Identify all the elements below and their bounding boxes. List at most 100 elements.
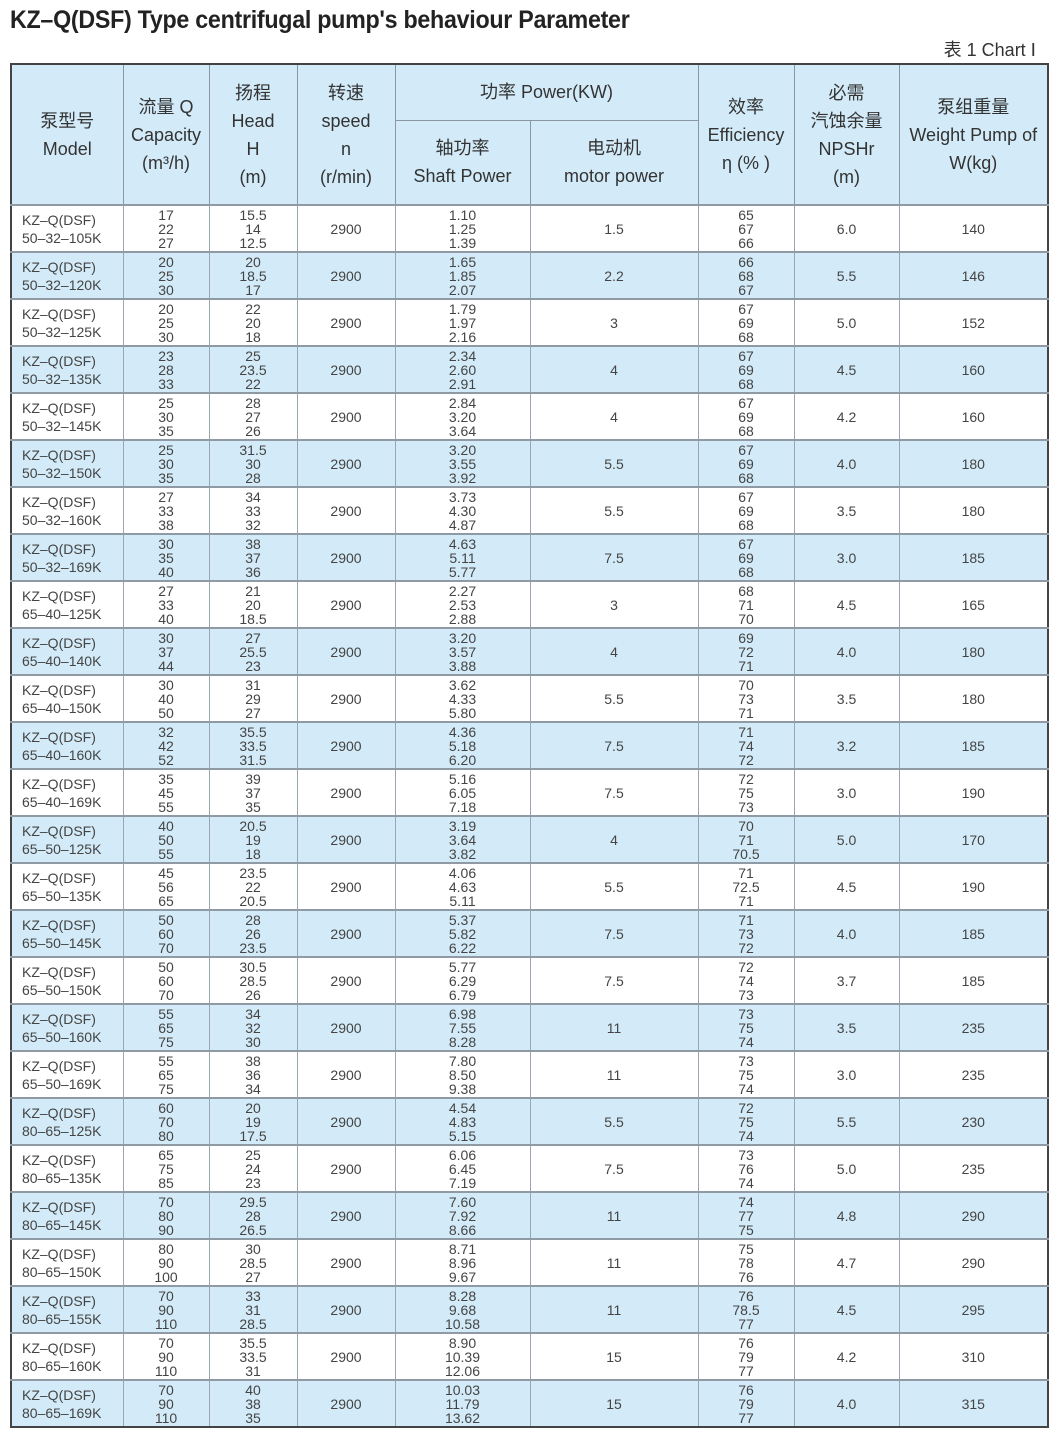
cell-shaft: 7.80 8.50 9.38	[394, 1050, 531, 1098]
cell-capacity: 17 22 27	[122, 204, 210, 252]
shaft-value: 2.27	[448, 582, 477, 599]
cell-model: KZ–Q(DSF) 50–32–160K	[10, 486, 124, 534]
head-value: 18	[245, 328, 261, 345]
header-capacity: 流量 Q Capacity (m³/h)	[122, 63, 210, 206]
model-value: 50–32–169K	[22, 558, 102, 575]
cell-head: 38 37 36	[208, 533, 298, 581]
shaft-value: 4.87	[448, 516, 477, 533]
capacity-value: 100	[154, 1268, 178, 1285]
shaft-value: 12.06	[444, 1362, 481, 1379]
shaft-value: 10.58	[444, 1315, 481, 1332]
model-value: 50–32–160K	[22, 511, 102, 528]
model-value: 65–40–140K	[22, 652, 102, 669]
head-value: 28	[245, 1207, 261, 1224]
cell-speed: 2900	[296, 1191, 396, 1239]
cell-capacity: 70 80 90	[122, 1191, 210, 1239]
cell-motor: 2.2	[529, 251, 699, 299]
head-value: 34	[245, 488, 261, 505]
head-value: 20	[245, 253, 261, 270]
head-value: 15.5	[239, 206, 267, 223]
cell-npshr: 4.5	[793, 345, 900, 393]
efficiency-value: 72	[738, 643, 754, 660]
cell-capacity: 60 70 80	[122, 1097, 210, 1145]
capacity-value: 30	[158, 676, 174, 693]
efficiency-value: 74	[738, 1193, 754, 1210]
capacity-value: 85	[158, 1174, 174, 1191]
header-motor-power: 电动机 motor power	[529, 119, 699, 206]
efficiency-value: 68	[738, 563, 754, 580]
efficiency-value: 76	[738, 1334, 754, 1351]
model-value: 80–65–160K	[22, 1357, 102, 1374]
head-value: 30.5	[239, 958, 267, 975]
cell-motor: 15	[529, 1332, 699, 1380]
capacity-value: 40	[158, 610, 174, 627]
cell-shaft: 3.19 3.64 3.82	[394, 815, 531, 863]
efficiency-value: 76	[738, 1381, 754, 1398]
capacity-value: 40	[158, 690, 174, 707]
efficiency-value: 68	[738, 422, 754, 439]
cell-shaft: 2.27 2.53 2.88	[394, 580, 531, 628]
model-value: KZ–Q(DSF)	[22, 1010, 96, 1027]
capacity-value: 75	[158, 1080, 174, 1097]
capacity-value: 33	[158, 375, 174, 392]
cell-speed: 2900	[296, 486, 396, 534]
capacity-value: 70	[158, 1113, 174, 1130]
table-row: KZ–Q(DSF) 65–40–140K 30 37 44 27 25.5 23 2900 3.2…	[10, 627, 1049, 675]
cell-motor: 7.5	[529, 956, 699, 1004]
cell-speed: 2900	[296, 768, 396, 816]
capacity-value: 30	[158, 455, 174, 472]
cell-efficiency: 67 69 68	[697, 298, 795, 346]
head-value: 28	[245, 911, 261, 928]
cell-shaft: 5.16 6.05 7.18	[394, 768, 531, 816]
shaft-value: 5.11	[449, 892, 476, 909]
cell-motor: 7.5	[529, 768, 699, 816]
capacity-value: 40	[158, 817, 174, 834]
cell-head: 20.5 19 18	[208, 815, 298, 863]
head-value: 22	[245, 300, 261, 317]
head-value: 19	[245, 1113, 261, 1130]
shaft-value: 5.80	[448, 704, 477, 721]
cell-speed: 2900	[296, 627, 396, 675]
cell-npshr: 4.0	[793, 909, 900, 957]
efficiency-value: 72	[738, 939, 754, 956]
efficiency-value: 72	[738, 751, 754, 768]
cell-speed: 2900	[296, 721, 396, 769]
head-value: 35	[245, 1409, 261, 1426]
model-value: 80–65–150K	[22, 1263, 102, 1280]
model-value: KZ–Q(DSF)	[22, 1104, 96, 1121]
shaft-value: 9.38	[448, 1080, 477, 1097]
model-value: KZ–Q(DSF)	[22, 258, 96, 275]
cell-efficiency: 72 75 74	[697, 1097, 795, 1145]
shaft-value: 4.30	[448, 502, 477, 519]
cell-efficiency: 69 72 71	[697, 627, 795, 675]
head-value: 20.5	[239, 892, 267, 909]
cell-model: KZ–Q(DSF) 65–40–150K	[10, 674, 124, 722]
cell-shaft: 5.77 6.29 6.79	[394, 956, 531, 1004]
capacity-value: 70	[158, 986, 174, 1003]
head-value: 36	[245, 563, 261, 580]
shaft-value: 2.53	[448, 596, 477, 613]
capacity-value: 20	[158, 253, 174, 270]
head-value: 22	[245, 375, 261, 392]
capacity-value: 55	[158, 845, 174, 862]
capacity-value: 20	[158, 300, 174, 317]
cell-weight: 290	[898, 1238, 1049, 1286]
head-value: 28	[245, 469, 261, 486]
shaft-value: 3.57	[448, 643, 477, 660]
head-value: 14	[245, 220, 261, 237]
model-value: 65–40–125K	[22, 605, 102, 622]
cell-head: 30 28.5 27	[208, 1238, 298, 1286]
cell-motor: 5.5	[529, 674, 699, 722]
efficiency-value: 74	[738, 972, 754, 989]
cell-capacity: 32 42 52	[122, 721, 210, 769]
efficiency-value: 65	[738, 206, 754, 223]
efficiency-value: 74	[738, 1080, 754, 1097]
cell-motor: 11	[529, 1050, 699, 1098]
shaft-value: 4.36	[448, 723, 477, 740]
capacity-value: 55	[158, 1052, 174, 1069]
cell-motor: 11	[529, 1285, 699, 1333]
cell-speed: 2900	[296, 1379, 396, 1427]
cell-model: KZ–Q(DSF) 50–32–105K	[10, 204, 124, 252]
shaft-value: 3.19	[448, 817, 477, 834]
table-row: KZ–Q(DSF) 80–65–160K 70 90 110 35.5 33.5 31 2900…	[10, 1332, 1049, 1380]
